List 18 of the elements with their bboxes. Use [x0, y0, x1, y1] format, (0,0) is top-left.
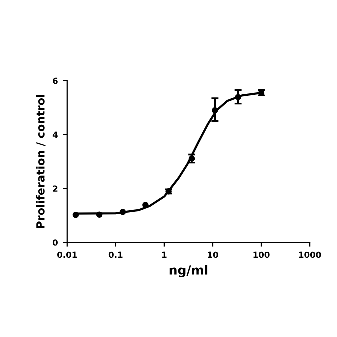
- y-tick-label: 4: [52, 132, 58, 138]
- point: [96, 212, 103, 218]
- point: [188, 156, 196, 162]
- y-tick-label: 6: [53, 78, 58, 84]
- point: [212, 107, 218, 114]
- point: [120, 209, 126, 216]
- y-tick-label: 0: [52, 240, 58, 246]
- x-tick-label: 100: [254, 252, 270, 258]
- y-axis-title: Proliferation / control: [36, 95, 46, 228]
- x-tick-label: 0.01: [58, 252, 78, 258]
- point: [235, 94, 242, 100]
- x-axis-title: ng/ml: [170, 265, 208, 278]
- y-tick-label: 2: [53, 186, 58, 192]
- x-tick-label: 1000: [299, 252, 322, 258]
- x-tick-label: 10: [208, 252, 218, 258]
- x-tick-label: 0.1: [108, 252, 123, 258]
- x-tick-label: 1: [162, 252, 167, 258]
- point: [72, 212, 80, 218]
